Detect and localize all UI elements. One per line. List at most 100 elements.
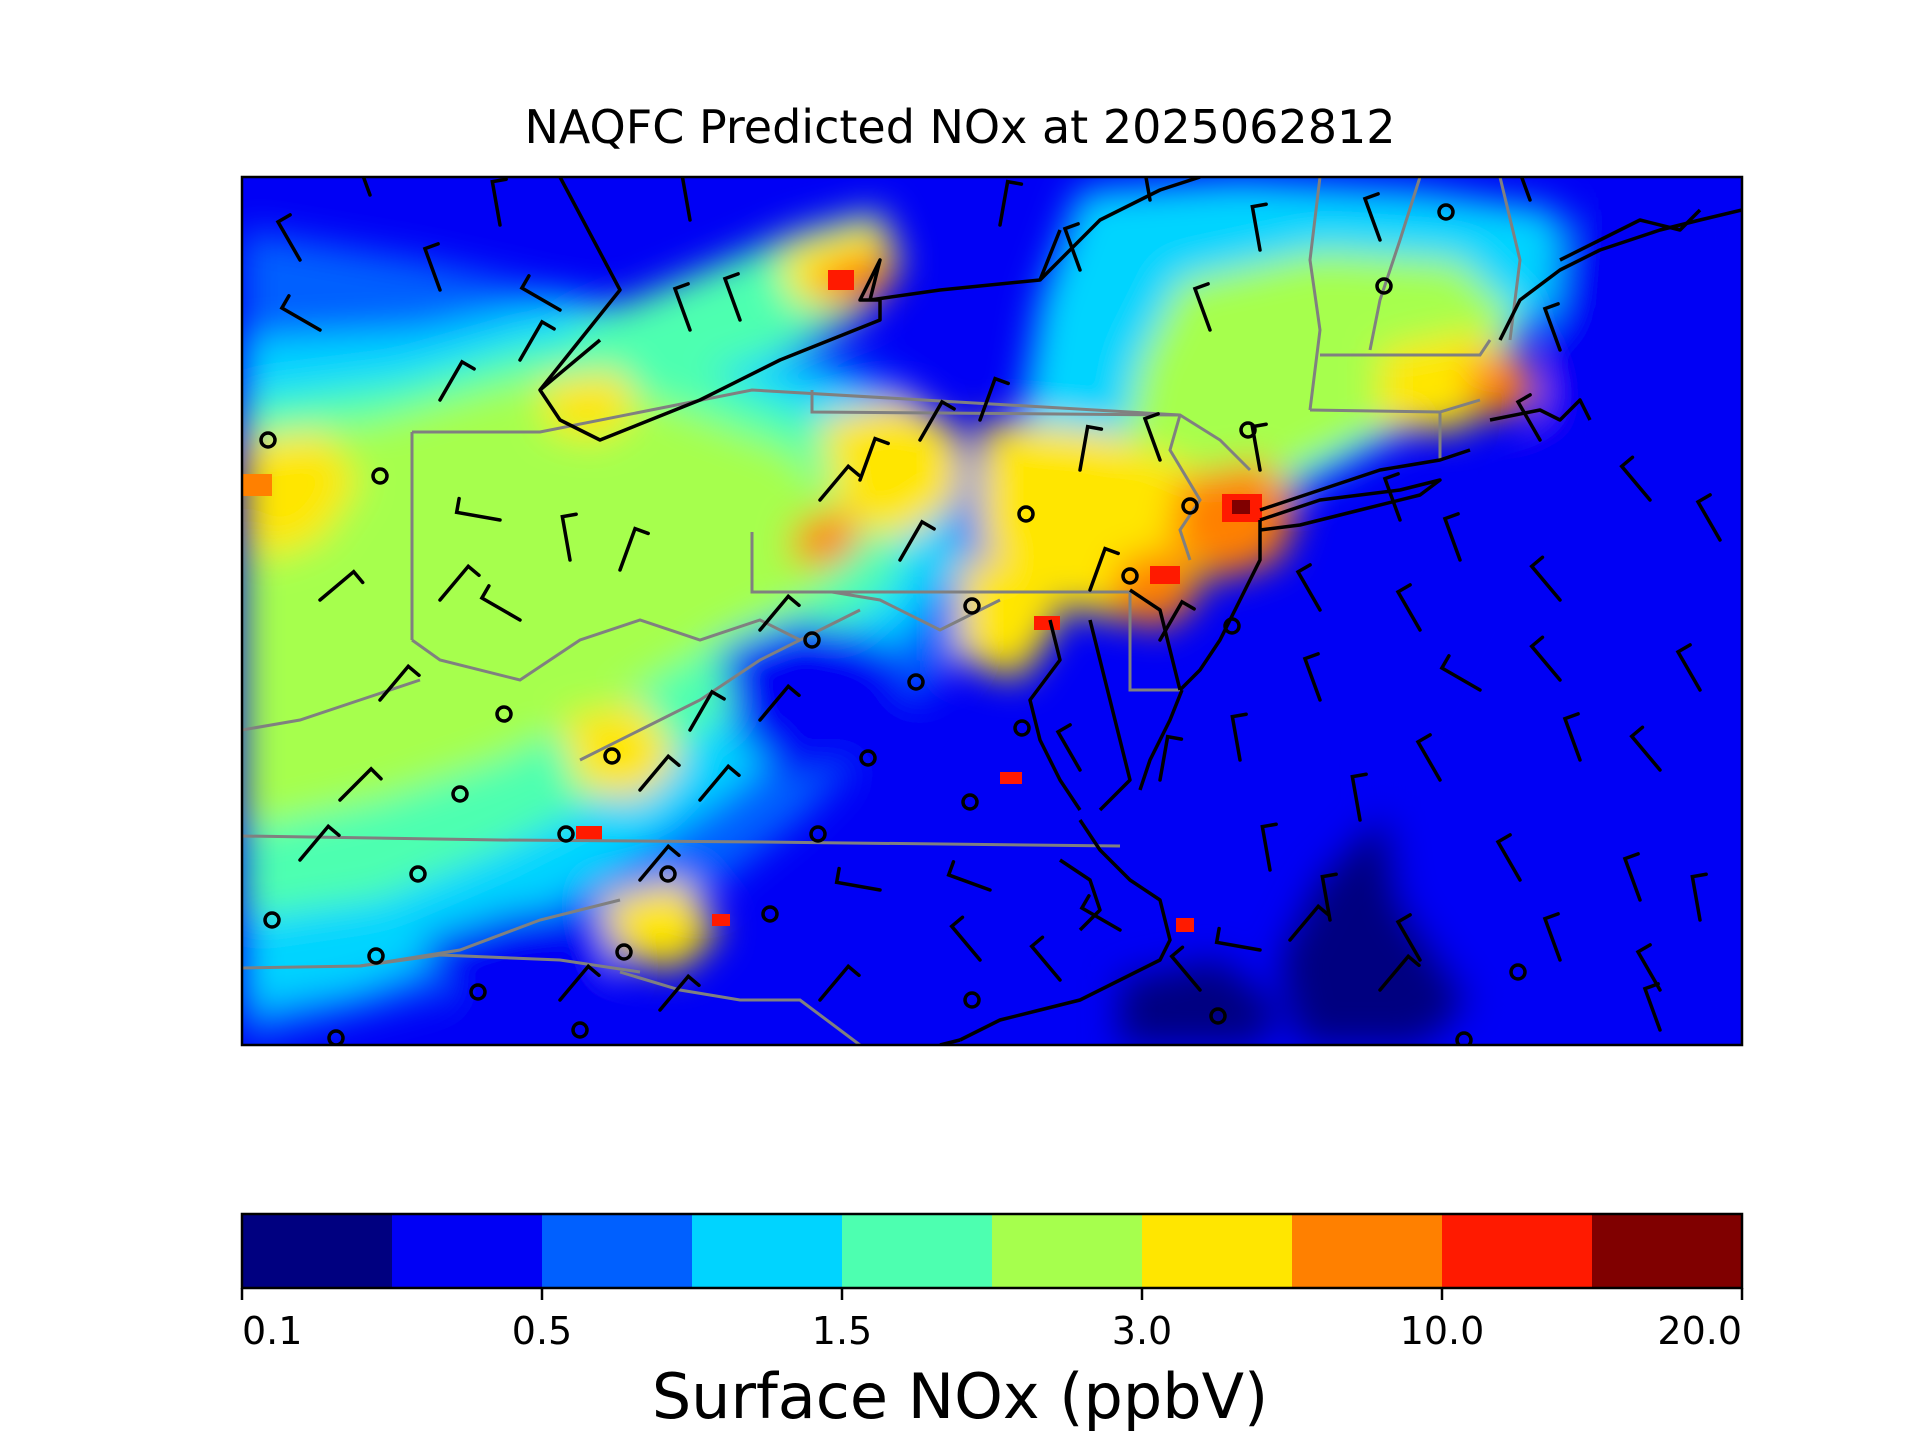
calm-circle: [371, 467, 389, 485]
colorbar-tick-label: 0.1: [242, 1309, 302, 1353]
field-oh-yellow: [242, 430, 360, 560]
wind-barb: [758, 683, 801, 722]
wind-barb: [275, 213, 302, 262]
wind-barb: [1562, 712, 1582, 762]
field-inland-lime: [242, 380, 850, 830]
border-vt-nh: [1368, 177, 1422, 351]
calm-circle: [469, 983, 487, 1001]
ri-ct-coast: [1259, 448, 1471, 512]
wind-barb: [1078, 424, 1104, 472]
wind-barb: [1350, 772, 1368, 822]
calm-circle: [859, 749, 877, 767]
wind-barb: [1519, 177, 1532, 202]
calm-circle: [409, 865, 427, 883]
coastlines: [538, 177, 1742, 1045]
map-frame: [240, 175, 1744, 1047]
wind-barb: [672, 282, 692, 332]
calm-circle: [259, 431, 277, 449]
field-sw-low: [420, 910, 620, 1010]
calm-circle: [1209, 1007, 1227, 1025]
chesapeake-east: [1088, 619, 1132, 812]
border-md-de: [1128, 592, 1182, 692]
wind-barb: [1158, 734, 1184, 782]
wind-barb: [818, 463, 861, 502]
core-ohio: [242, 474, 272, 496]
wind-barb: [1642, 982, 1662, 1032]
calm-circle: [1013, 719, 1031, 737]
calm-circle: [1239, 421, 1257, 439]
colorbar-swatches: [242, 1214, 1743, 1288]
colorbar-swatch: [992, 1214, 1143, 1288]
border-nc-sc: [359, 953, 641, 974]
maine-islands: [1559, 208, 1702, 262]
wind-barb: [1144, 177, 1152, 202]
wind-barb: [618, 526, 650, 572]
calm-circle: [615, 943, 633, 961]
wind-barb: [479, 584, 522, 622]
core-buffalo: [828, 270, 854, 290]
field-ocean-deep-2: [1120, 960, 1280, 1045]
nc-coast: [959, 819, 1172, 1042]
wind-barb: [1230, 712, 1248, 762]
calm-circle: [1181, 497, 1199, 515]
calm-circle: [1017, 505, 1035, 523]
wind-barb: [758, 593, 801, 632]
hotspot-cores: [242, 270, 1262, 932]
colorbar-swatch: [1142, 1214, 1293, 1288]
wind-barb: [1395, 583, 1422, 632]
chesapeake-west: [1028, 619, 1082, 811]
wind-barb: [688, 689, 726, 732]
long-island: [1259, 478, 1442, 532]
calm-circle: [803, 631, 821, 649]
calm-circle: [1223, 617, 1241, 635]
wind-barb: [1515, 393, 1542, 442]
field-pa-yellow: [820, 400, 960, 540]
wind-barb: [490, 177, 508, 227]
wind-barb: [1542, 912, 1562, 962]
wind-barb: [818, 963, 861, 1002]
wind-barb: [1415, 733, 1442, 782]
wind-barb: [438, 563, 481, 602]
lake-erie-inner: [538, 338, 602, 392]
wind-barb: [834, 866, 882, 892]
wind-barbs: [275, 177, 1722, 1032]
delmarva-coast: [1138, 689, 1184, 791]
concentration-field: [242, 180, 1742, 1045]
wind-barb: [722, 272, 742, 322]
calm-circle: [451, 785, 469, 803]
wind-barb: [1690, 872, 1708, 922]
wind-barb: [1260, 822, 1278, 872]
colorbar-tick-label: 10.0: [1400, 1309, 1485, 1353]
border-tn-nc: [242, 898, 621, 970]
wind-barb: [1542, 302, 1562, 352]
calm-circle: [603, 747, 621, 765]
core-balt: [1034, 616, 1060, 630]
wind-barb: [1635, 943, 1662, 992]
wind-barb: [1192, 282, 1212, 332]
wind-barb: [1675, 643, 1702, 692]
wind-barb: [1320, 872, 1338, 922]
wind-barb: [1288, 903, 1331, 942]
border-pa-north: [412, 388, 1181, 434]
field-pitt-orange: [790, 510, 860, 570]
calm-circle: [1121, 567, 1139, 585]
wind-barb: [680, 177, 692, 222]
wind-barb: [438, 359, 476, 402]
wind-barb: [638, 753, 681, 792]
colorbar-swatch: [542, 1214, 693, 1288]
field-bos-orange: [1470, 350, 1540, 420]
wind-barb: [1439, 654, 1482, 692]
colorbar-ticks: 0.1 0.5 1.5 3.0 10.0 20.0: [240, 1288, 1744, 1353]
wind-barb: [978, 376, 1010, 422]
wind-barb: [998, 179, 1024, 227]
wind-barb: [1055, 723, 1082, 772]
calm-circle: [1437, 203, 1455, 221]
wind-barb: [318, 569, 365, 602]
wind-barb: [1079, 894, 1122, 932]
east-coast-ne: [1498, 208, 1742, 341]
wind-barb: [1062, 222, 1082, 272]
wind-barb: [698, 763, 741, 802]
wind-barb: [1622, 852, 1642, 902]
wind-barb: [1158, 599, 1196, 642]
